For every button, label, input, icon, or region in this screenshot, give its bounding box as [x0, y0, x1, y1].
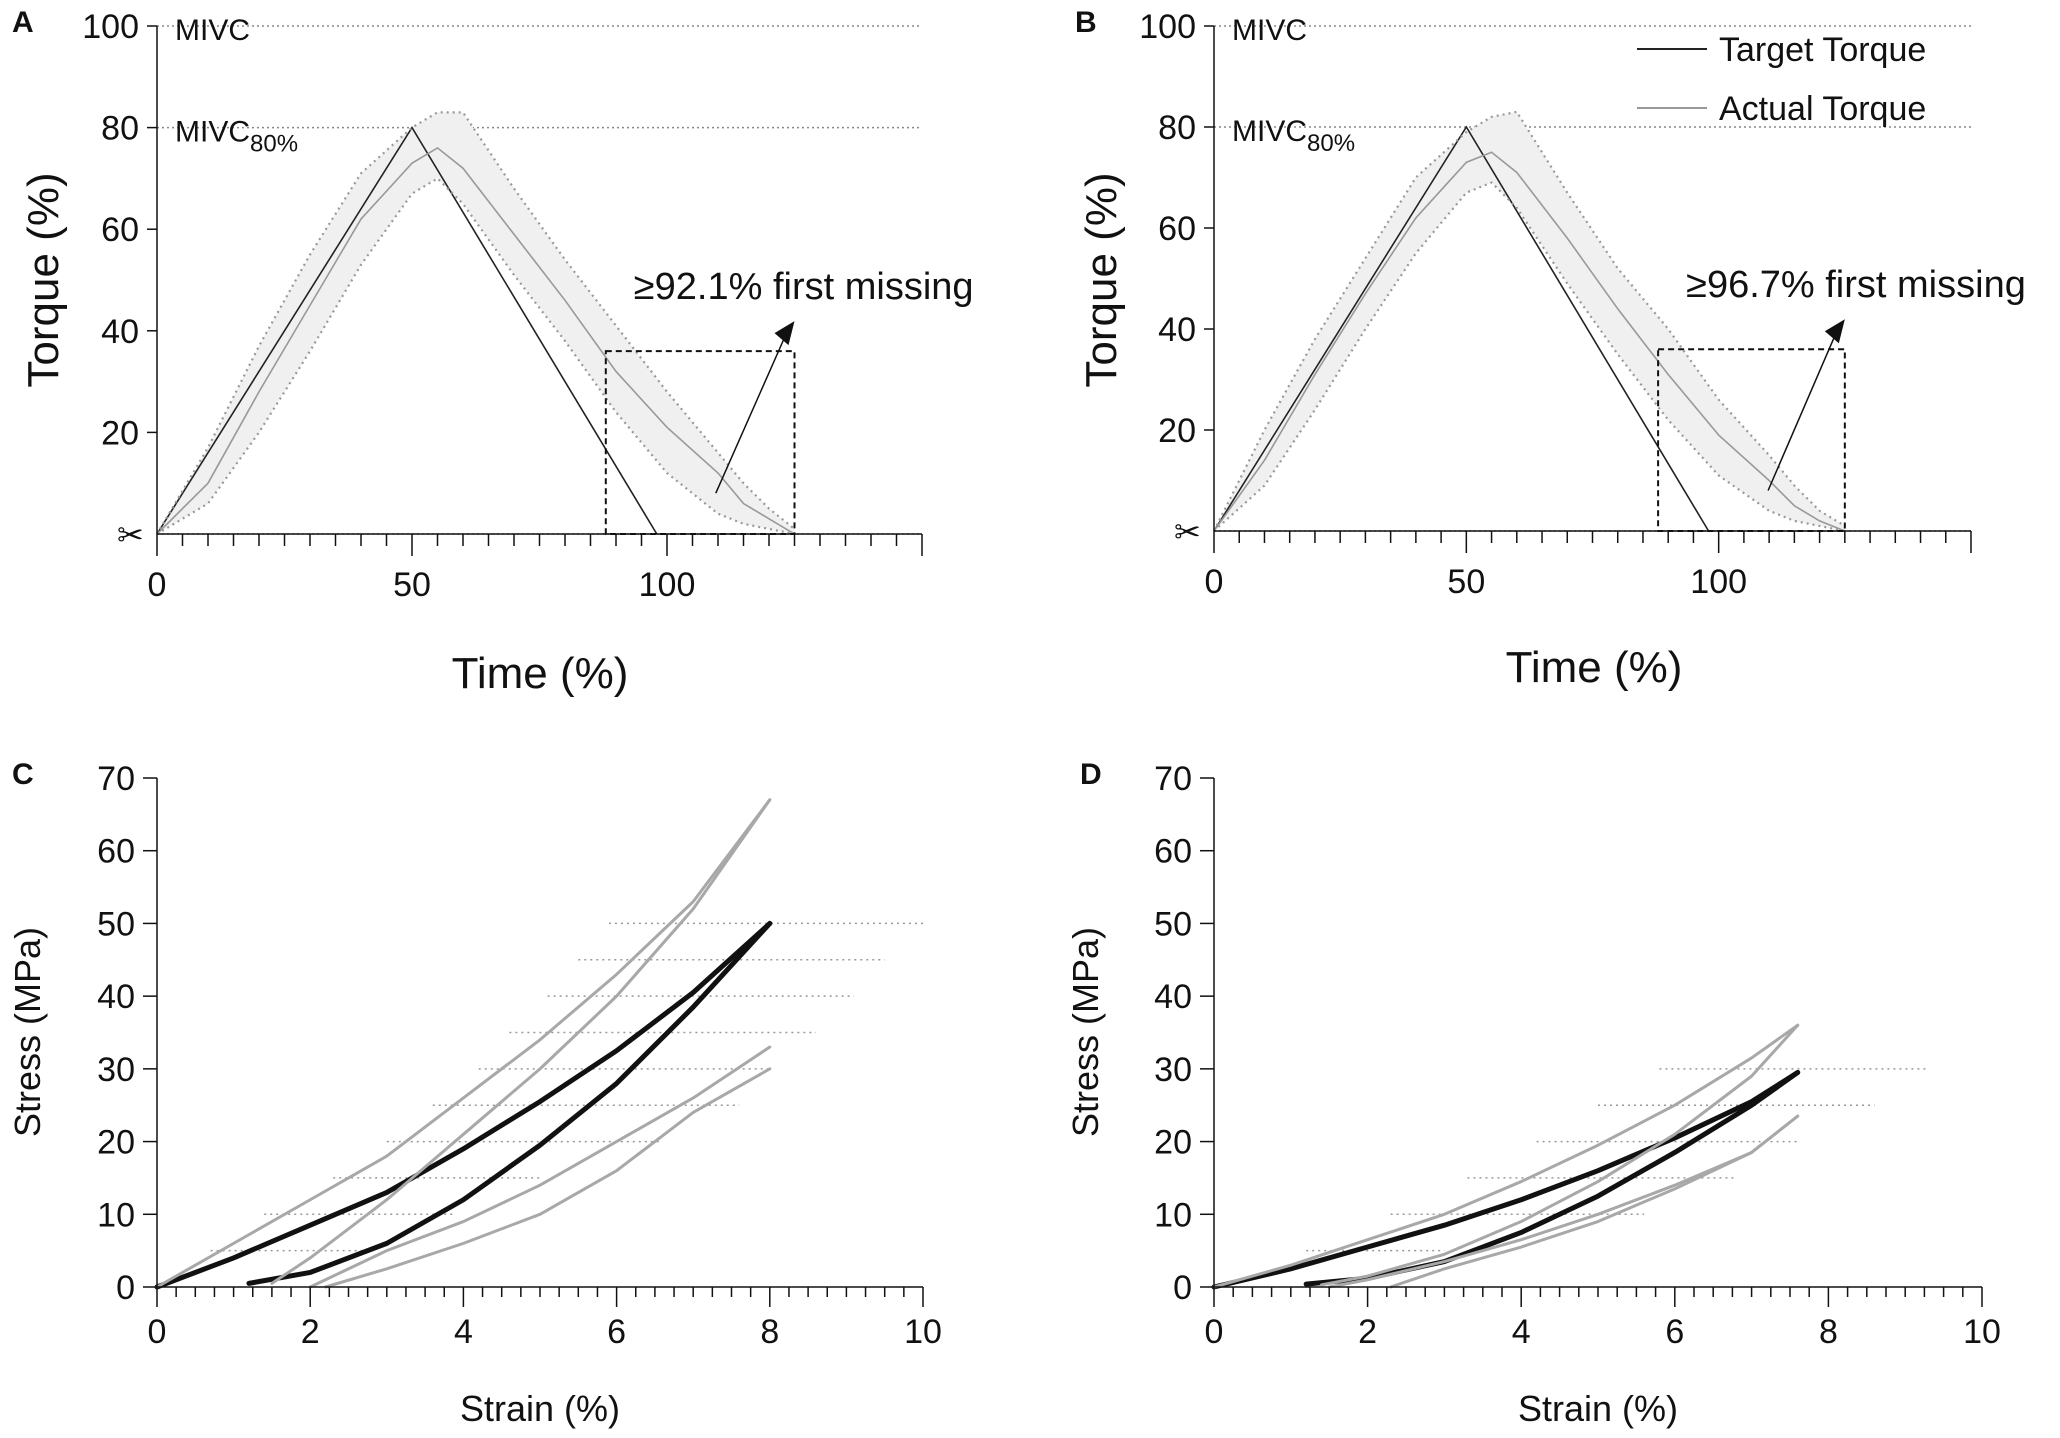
y-tick-label: 10 — [1154, 1196, 1192, 1234]
y-tick-label: 70 — [1154, 760, 1192, 798]
x-tick-label: 10 — [1963, 1313, 2001, 1351]
y-axis-title: Torque (%) — [19, 172, 68, 387]
y-tick-label: 60 — [1154, 833, 1192, 871]
series-lower-bound — [156, 177, 795, 536]
y-tick-label: 10 — [97, 1196, 135, 1234]
y-tick-label: 0 — [116, 1269, 135, 1307]
annotation-arrow-line — [715, 332, 788, 494]
x-tick-label: 8 — [1819, 1313, 1838, 1351]
panel-letter: A — [12, 6, 34, 39]
y-tick-label: 20 — [1158, 412, 1196, 450]
arrow-head-icon — [774, 321, 795, 346]
x-tick-label: 0 — [1205, 1313, 1224, 1351]
series-mean-unloading — [246, 920, 773, 1286]
scissors-icon: ✂ — [117, 517, 144, 553]
x-tick-label: 4 — [454, 1313, 473, 1351]
mivc-label: MIVC — [1232, 14, 1307, 47]
y-tick-label: 70 — [97, 760, 135, 798]
series-upper-loading — [155, 798, 772, 1289]
y-tick-label: 40 — [1154, 978, 1192, 1016]
y-tick-label: 100 — [82, 8, 139, 46]
sd-band — [1214, 111, 1845, 531]
y-tick-label: 40 — [97, 978, 135, 1016]
panel-letter: D — [1080, 758, 1102, 791]
x-tick-label: 4 — [1512, 1313, 1531, 1351]
y-tick-label: 30 — [1154, 1051, 1192, 1089]
y-axis-title: Torque (%) — [1077, 172, 1126, 387]
series-lower-unloading — [1389, 1114, 1800, 1289]
series-actual-torque — [1213, 151, 1846, 532]
y-tick-label: 20 — [1154, 1124, 1192, 1162]
x-tick-label: 50 — [1447, 563, 1485, 601]
x-tick-label: 0 — [148, 1313, 167, 1351]
y-tick-label: 50 — [1154, 905, 1192, 943]
arrow-head-icon — [1824, 319, 1845, 344]
y-axis-title: Stress (MPa) — [7, 927, 48, 1137]
panel-b: B MIVC MIVC80% ≥96.7% first missing ✂ 20 40 60 8… — [1075, 6, 2026, 692]
y-tick-label: 20 — [101, 414, 139, 452]
mivc80-label: MIVC80% — [1232, 115, 1355, 157]
series-lower-loading — [1327, 1114, 1800, 1289]
panel-d: D 0 10 20 30 40 50 60 70 0 2 4 6 8 10 Strain (%) Stress … — [1065, 758, 2001, 1429]
x-tick-label: 6 — [607, 1313, 626, 1351]
annotation-text: ≥96.7% first missing — [1686, 264, 2026, 306]
panel-letter: B — [1075, 6, 1097, 39]
x-tick-label: 8 — [760, 1313, 779, 1351]
y-tick-label: 20 — [97, 1124, 135, 1162]
series-actual-torque — [156, 146, 795, 535]
x-tick-label: 6 — [1665, 1313, 1684, 1351]
mivc-label: MIVC — [175, 14, 250, 47]
annotation-text: ≥92.1% first missing — [634, 266, 974, 308]
series-target-torque — [1213, 125, 1710, 532]
series-upper-unloading — [1320, 1023, 1800, 1287]
panel-a: A MIVC MIVC80% ≥92.1% first missing ✂ 20 40 60 8… — [12, 6, 974, 698]
mivc80-label: MIVC80% — [175, 116, 298, 158]
y-tick-label: 30 — [97, 1051, 135, 1089]
series-upper-loading — [1212, 1023, 1800, 1289]
x-tick-label: 100 — [639, 566, 696, 604]
x-axis-title: Time (%) — [452, 649, 629, 698]
y-tick-label: 60 — [101, 211, 139, 249]
y-tick-label: 0 — [1173, 1269, 1192, 1307]
x-axis-title: Time (%) — [1506, 643, 1683, 692]
series-mean-loading — [1211, 1069, 1801, 1290]
legend-label-target-torque: Target Torque — [1719, 31, 1926, 69]
x-tick-label: 50 — [393, 566, 431, 604]
x-tick-label: 0 — [1205, 563, 1224, 601]
sd-band — [157, 112, 795, 535]
series-lower-unloading — [324, 1067, 772, 1289]
x-axis-title: Strain (%) — [1518, 1388, 1678, 1429]
series-mean-loading — [154, 920, 773, 1290]
y-tick-label: 100 — [1139, 8, 1196, 46]
series-upper-unloading — [270, 798, 772, 1285]
annotation-arrow-line — [1767, 330, 1838, 491]
series-lower-loading — [308, 1045, 772, 1289]
series-upper-bound — [1213, 110, 1846, 532]
scissors-icon: ✂ — [1174, 514, 1201, 550]
y-tick-label: 40 — [101, 313, 139, 351]
y-tick-label: 80 — [101, 110, 139, 148]
panel-letter: C — [12, 758, 34, 791]
x-tick-label: 10 — [904, 1313, 942, 1351]
x-tick-label: 2 — [1358, 1313, 1377, 1351]
y-tick-label: 40 — [1158, 311, 1196, 349]
x-axis-title: Strain (%) — [460, 1388, 620, 1429]
y-axis-title: Stress (MPa) — [1065, 927, 1106, 1137]
series-target-torque — [156, 126, 658, 535]
y-tick-label: 50 — [97, 905, 135, 943]
x-tick-label: 100 — [1690, 563, 1747, 601]
legend-label-actual-torque: Actual Torque — [1719, 90, 1926, 128]
y-tick-label: 80 — [1158, 109, 1196, 147]
y-tick-label: 60 — [97, 833, 135, 871]
x-tick-label: 0 — [148, 566, 167, 604]
x-tick-label: 2 — [301, 1313, 320, 1351]
y-tick-label: 60 — [1158, 210, 1196, 248]
panel-c: C 0 10 20 30 40 50 60 70 0 2 4 6 8 10 Strain (%) Stress … — [7, 758, 942, 1429]
